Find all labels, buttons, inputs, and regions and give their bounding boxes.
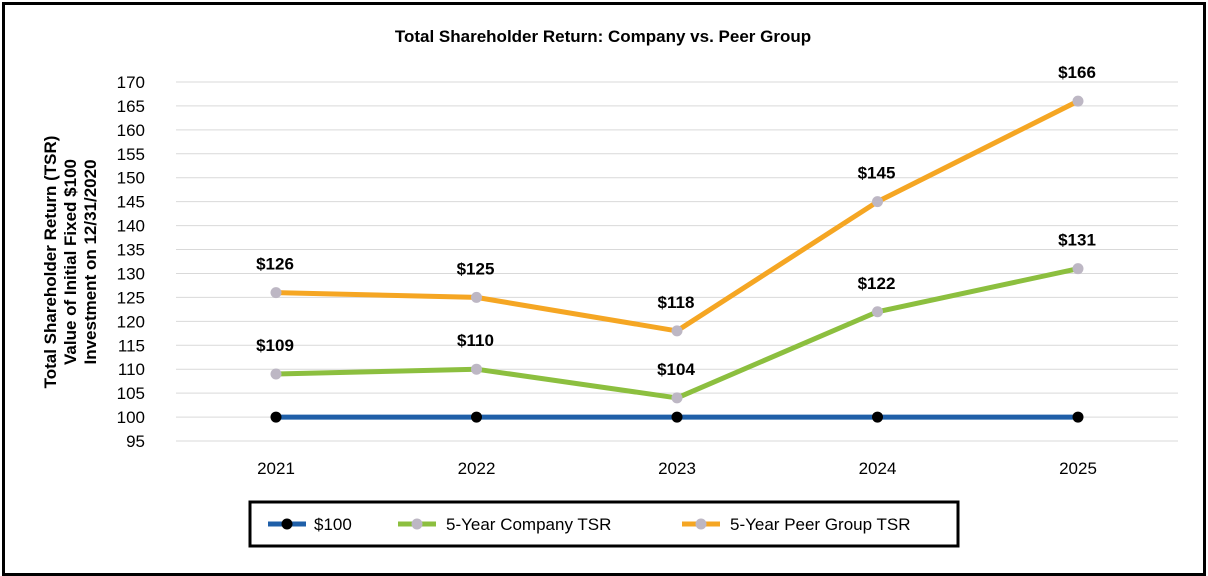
x-tick-label: 2021: [257, 459, 295, 478]
data-point: [270, 411, 282, 423]
y-tick-label: 140: [117, 217, 145, 236]
y-tick-label: 165: [117, 97, 145, 116]
data-labels: $109 $110 $104 $122 $131 $126 $125 $118 $145 $166: [256, 63, 1096, 379]
data-point: [1072, 411, 1084, 423]
x-tick-label: 2022: [458, 459, 496, 478]
data-label: $125: [457, 259, 495, 278]
data-point: [471, 363, 482, 375]
y-tick-label: 155: [117, 145, 145, 164]
y-tick-label: 170: [117, 73, 145, 92]
data-point: [1072, 263, 1084, 275]
y-axis-label-line-2: Value of Initial Fixed $100: [61, 159, 80, 365]
y-tick-label: 145: [117, 193, 145, 212]
y-tick-label: 100: [117, 408, 145, 427]
data-point: [671, 325, 683, 337]
data-point: [872, 196, 883, 208]
data-point: [671, 411, 683, 423]
x-tick-labels: 2021 2022 2023 2024 2025: [257, 459, 1097, 478]
gridlines: [176, 81, 1178, 442]
legend-label: $100: [314, 515, 352, 534]
legend-entries: $100 5-Year Company TSR 5-Year Peer Group …: [268, 515, 910, 534]
y-tick-label: 105: [117, 384, 145, 403]
data-label: $145: [858, 164, 896, 183]
x-tick-label: 2024: [859, 459, 897, 478]
y-axis-label-line-1: Total Shareholder Return (TSR): [41, 136, 60, 389]
data-point: [872, 411, 883, 423]
x-tick-label: 2025: [1059, 459, 1097, 478]
legend-label: 5-Year Peer Group TSR: [730, 515, 910, 534]
legend-box: [248, 500, 960, 548]
y-axis-label: Total Shareholder Return (TSR) Value of …: [41, 136, 100, 389]
data-point: [270, 368, 282, 380]
legend-swatch-marker: [411, 518, 423, 530]
x-tick-label: 2023: [658, 459, 696, 478]
y-tick-label: 130: [117, 264, 145, 283]
y-tick-label: 110: [118, 360, 145, 379]
data-point: [270, 287, 282, 299]
y-axis-label-line-3: Investment on 12/31/2020: [81, 159, 100, 364]
y-tick-label: 150: [117, 169, 145, 188]
data-label: $104: [657, 360, 695, 379]
data-label: $122: [858, 274, 896, 293]
data-point: [671, 392, 683, 404]
y-tick-label: 135: [117, 241, 145, 260]
data-label: $110: [457, 331, 494, 350]
y-tick-label: 120: [117, 312, 145, 331]
y-tick-label: 125: [117, 288, 145, 307]
y-tick-labels: 95 100 105 110 115 120 125 130 135 140 145 150 155 16…: [117, 73, 145, 451]
data-point: [1072, 95, 1084, 107]
data-point: [471, 291, 482, 303]
data-label: $126: [256, 255, 294, 274]
legend: $100 5-Year Company TSR 5-Year Peer Group …: [248, 500, 960, 548]
series-lines: [270, 95, 1084, 423]
legend-swatch-marker: [281, 518, 293, 530]
y-tick-label: 115: [118, 336, 145, 355]
data-point: [872, 306, 883, 318]
data-label: $131: [1058, 231, 1096, 250]
data-point: [471, 411, 482, 423]
y-tick-label: 95: [126, 432, 145, 451]
chart-title: Total Shareholder Return: Company vs. Pe…: [395, 27, 811, 46]
data-label: $166: [1058, 63, 1096, 82]
legend-label: 5-Year Company TSR: [446, 515, 611, 534]
legend-swatch-marker: [695, 518, 707, 530]
data-label: $118: [658, 293, 695, 312]
data-label: $109: [256, 336, 294, 355]
y-tick-label: 160: [117, 121, 145, 140]
